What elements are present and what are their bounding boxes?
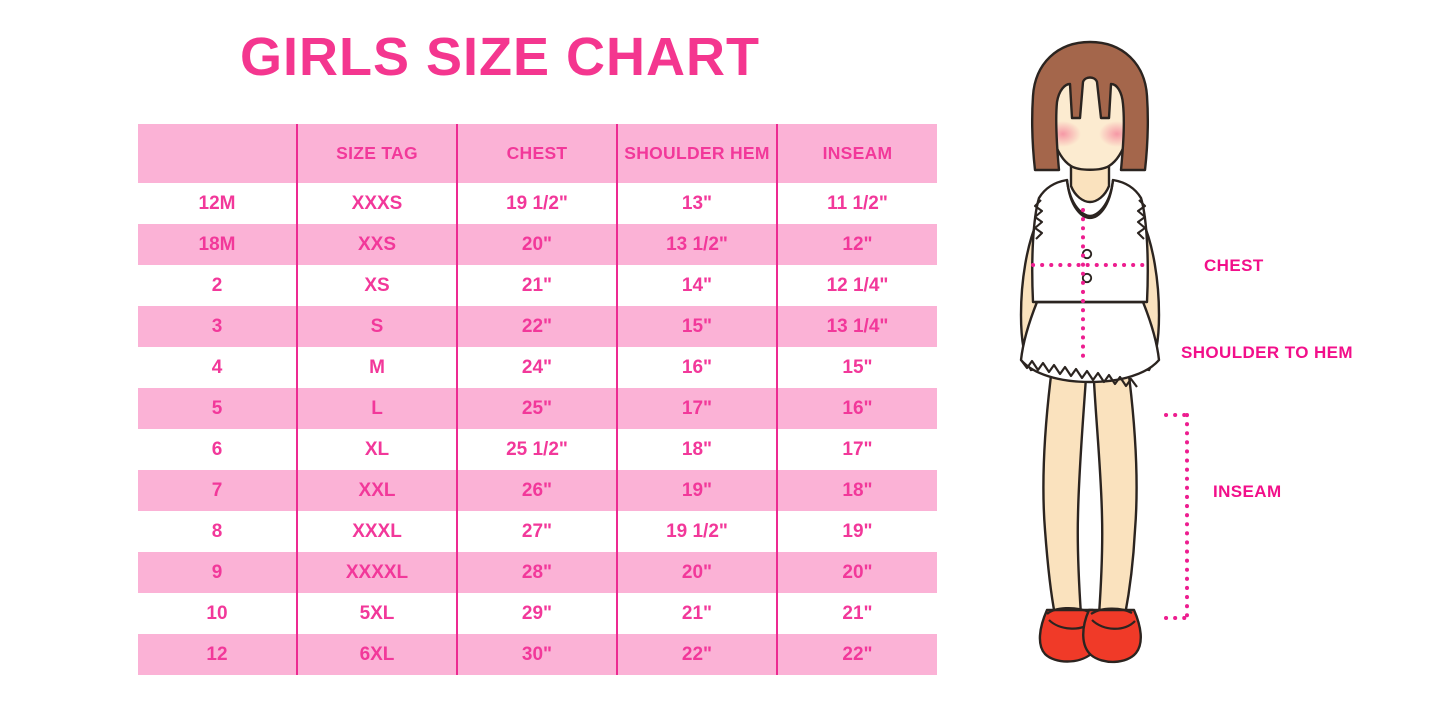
cell-size: 5 bbox=[138, 388, 297, 429]
cell-size-tag: XXXXL bbox=[296, 552, 457, 593]
cell-size: 3 bbox=[138, 306, 297, 347]
cell-chest: 25" bbox=[456, 388, 617, 429]
cell-size-tag: XXXL bbox=[296, 511, 457, 552]
cell-chest: 29" bbox=[456, 593, 617, 634]
table-row: 7 XXL 26" 19" 18" bbox=[138, 470, 937, 511]
cell-inseam: 19" bbox=[776, 511, 937, 552]
table-row: 3 S 22" 15" 13 1/4" bbox=[138, 306, 937, 347]
cell-size-tag: L bbox=[296, 388, 457, 429]
cell-chest: 24" bbox=[456, 347, 617, 388]
left-leg-shape bbox=[1042, 358, 1089, 617]
cell-chest: 25 1/2" bbox=[456, 429, 617, 470]
cell-size: 7 bbox=[138, 470, 297, 511]
cell-size-tag: XXL bbox=[296, 470, 457, 511]
cell-size-tag: S bbox=[296, 306, 457, 347]
cell-inseam: 12 1/4" bbox=[776, 265, 937, 306]
cell-size-tag: M bbox=[296, 347, 457, 388]
cell-shoulder-hem: 16" bbox=[616, 347, 777, 388]
cell-size: 4 bbox=[138, 347, 297, 388]
cell-size: 12M bbox=[138, 183, 297, 224]
table-row: 12 6XL 30" 22" 22" bbox=[138, 634, 937, 675]
table-row: 5 L 25" 17" 16" bbox=[138, 388, 937, 429]
table-row: 6 XL 25 1/2" 18" 17" bbox=[138, 429, 937, 470]
cell-shoulder-hem: 14" bbox=[616, 265, 777, 306]
girl-illustration bbox=[1019, 40, 1191, 664]
left-shoulder-ruffle bbox=[1033, 199, 1044, 240]
cell-inseam: 20" bbox=[776, 552, 937, 593]
cell-inseam: 11 1/2" bbox=[776, 183, 937, 224]
table-row: 2 XS 21" 14" 12 1/4" bbox=[138, 265, 937, 306]
cell-chest: 19 1/2" bbox=[456, 183, 617, 224]
cell-size: 9 bbox=[138, 552, 297, 593]
cell-shoulder-hem: 18" bbox=[616, 429, 777, 470]
cell-size: 18M bbox=[138, 224, 297, 265]
cell-chest: 27" bbox=[456, 511, 617, 552]
cell-inseam: 22" bbox=[776, 634, 937, 675]
table-body: 12M XXXS 19 1/2" 13" 11 1/2" 18M XXS 20" 13 1/2"… bbox=[138, 183, 937, 675]
cell-size: 12 bbox=[138, 634, 297, 675]
cell-shoulder-hem: 19" bbox=[616, 470, 777, 511]
table-header-row: SIZE TAG CHEST SHOULDER HEM INSEAM bbox=[138, 124, 937, 183]
right-leg-shape bbox=[1091, 358, 1138, 617]
cell-size: 6 bbox=[138, 429, 297, 470]
cell-inseam: 18" bbox=[776, 470, 937, 511]
cell-chest: 21" bbox=[456, 265, 617, 306]
table-header: SIZE TAG CHEST SHOULDER HEM INSEAM bbox=[138, 124, 937, 183]
size-chart-table: SIZE TAG CHEST SHOULDER HEM INSEAM 12M XX… bbox=[138, 124, 937, 675]
cell-inseam: 17" bbox=[776, 429, 937, 470]
right-shoe bbox=[1082, 607, 1142, 664]
column-header-inseam: INSEAM bbox=[776, 124, 937, 183]
cell-inseam: 15" bbox=[776, 347, 937, 388]
cell-shoulder-hem: 19 1/2" bbox=[616, 511, 777, 552]
column-header-size bbox=[138, 124, 297, 183]
top-button-lower bbox=[1081, 272, 1093, 284]
right-shoulder-ruffle bbox=[1136, 199, 1147, 240]
cell-size-tag: 5XL bbox=[296, 593, 457, 634]
skirt-shape bbox=[1019, 300, 1161, 384]
cell-inseam: 16" bbox=[776, 388, 937, 429]
cell-inseam: 21" bbox=[776, 593, 937, 634]
cell-inseam: 13 1/4" bbox=[776, 306, 937, 347]
cell-size-tag: XL bbox=[296, 429, 457, 470]
cell-shoulder-hem: 13" bbox=[616, 183, 777, 224]
top-shape bbox=[1031, 178, 1149, 304]
cell-size: 8 bbox=[138, 511, 297, 552]
cell-size: 2 bbox=[138, 265, 297, 306]
hair-shape bbox=[1030, 40, 1150, 172]
cell-size-tag: XXXS bbox=[296, 183, 457, 224]
cell-chest: 30" bbox=[456, 634, 617, 675]
column-header-chest: CHEST bbox=[456, 124, 617, 183]
table-row: 12M XXXS 19 1/2" 13" 11 1/2" bbox=[138, 183, 937, 224]
cell-shoulder-hem: 21" bbox=[616, 593, 777, 634]
cell-shoulder-hem: 15" bbox=[616, 306, 777, 347]
cell-size-tag: 6XL bbox=[296, 634, 457, 675]
cell-chest: 20" bbox=[456, 224, 617, 265]
column-header-shoulder-hem: SHOULDER HEM bbox=[616, 124, 777, 183]
cell-shoulder-hem: 20" bbox=[616, 552, 777, 593]
cell-inseam: 12" bbox=[776, 224, 937, 265]
table-row: 18M XXS 20" 13 1/2" 12" bbox=[138, 224, 937, 265]
table-row: 8 XXXL 27" 19 1/2" 19" bbox=[138, 511, 937, 552]
skirt-scallop-hem bbox=[1020, 359, 1138, 388]
page-title: GIRLS SIZE CHART bbox=[239, 27, 760, 87]
cell-shoulder-hem: 13 1/2" bbox=[616, 224, 777, 265]
cell-chest: 28" bbox=[456, 552, 617, 593]
column-header-size-tag: SIZE TAG bbox=[296, 124, 457, 183]
cell-shoulder-hem: 22" bbox=[616, 634, 777, 675]
cell-size: 10 bbox=[138, 593, 297, 634]
table-row: 10 5XL 29" 21" 21" bbox=[138, 593, 937, 634]
table-row: 4 M 24" 16" 15" bbox=[138, 347, 937, 388]
cell-chest: 26" bbox=[456, 470, 617, 511]
top-neckline bbox=[1065, 179, 1115, 220]
cell-shoulder-hem: 17" bbox=[616, 388, 777, 429]
table-row: 9 XXXXL 28" 20" 20" bbox=[138, 552, 937, 593]
cell-size-tag: XS bbox=[296, 265, 457, 306]
cell-size-tag: XXS bbox=[296, 224, 457, 265]
cell-chest: 22" bbox=[456, 306, 617, 347]
